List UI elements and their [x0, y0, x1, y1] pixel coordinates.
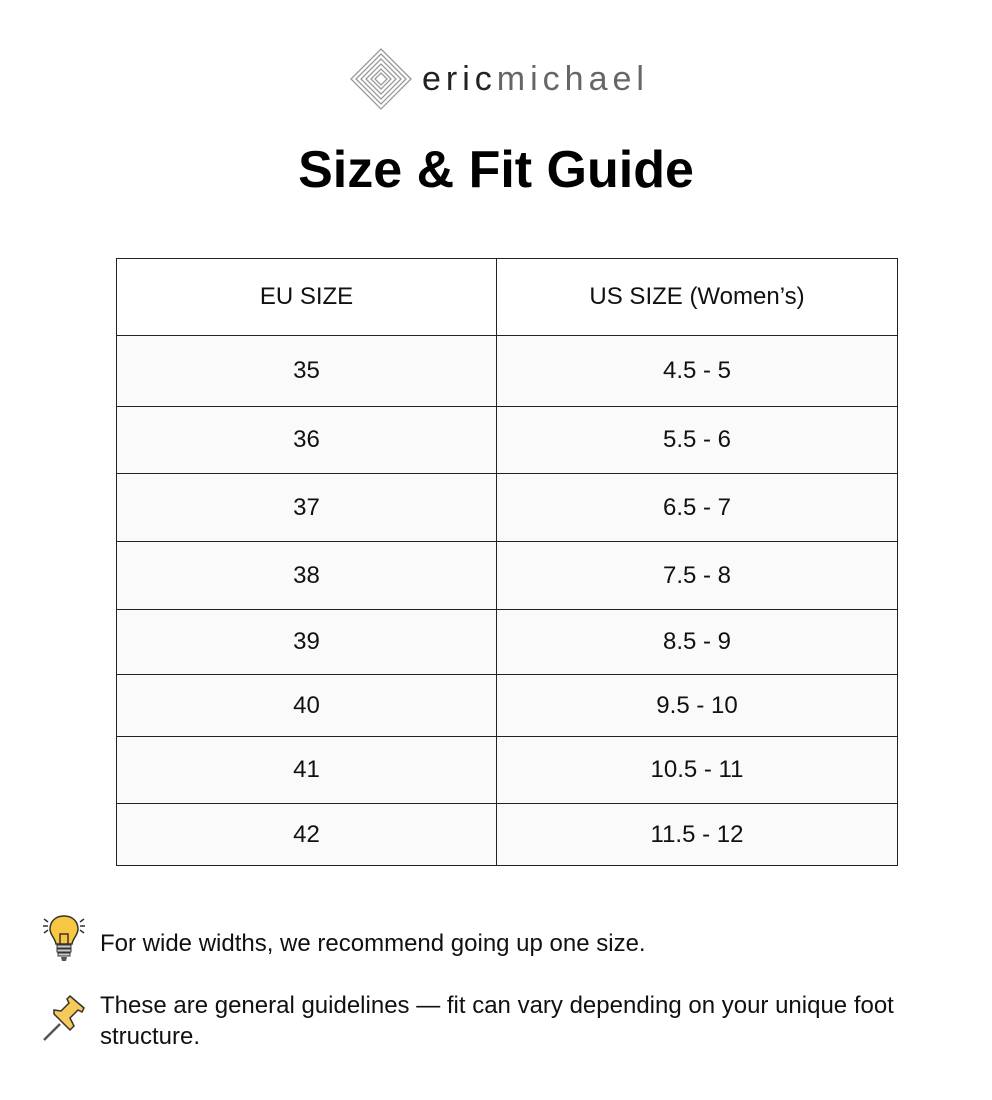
us-size-cell: 9.5 - 10 [496, 674, 898, 737]
us-size-cell: 7.5 - 8 [496, 541, 898, 610]
brand-name-light: michael [496, 59, 649, 98]
size-table: EU SIZE US SIZE (Women’s) 35 4.5 - 5 36 5.5… [116, 258, 898, 866]
us-size-cell: 4.5 - 5 [496, 335, 898, 407]
eu-size-cell: 40 [116, 674, 497, 737]
lightbulb-icon [43, 915, 85, 961]
note-wide-widths: For wide widths, we recommend going up o… [100, 930, 646, 957]
us-size-cell: 11.5 - 12 [496, 803, 898, 866]
diamond-logo-icon [350, 48, 412, 110]
us-size-cell: 6.5 - 7 [496, 473, 898, 542]
table-row: 36 5.5 - 6 [116, 406, 898, 474]
table-row: 39 8.5 - 9 [116, 609, 898, 675]
eu-size-cell: 38 [116, 541, 497, 610]
us-size-cell: 8.5 - 9 [496, 609, 898, 675]
table-row: 35 4.5 - 5 [116, 335, 898, 407]
table-row: 38 7.5 - 8 [116, 541, 898, 610]
brand-logo: ericmichael [350, 48, 649, 110]
us-size-cell: 5.5 - 6 [496, 406, 898, 474]
eu-size-cell: 39 [116, 609, 497, 675]
table-row: 40 9.5 - 10 [116, 674, 898, 737]
header-eu-size: EU SIZE [116, 258, 497, 336]
header-us-size: US SIZE (Women’s) [496, 258, 898, 336]
table-row: 37 6.5 - 7 [116, 473, 898, 542]
table-row: 41 10.5 - 11 [116, 736, 898, 804]
page-title: Size & Fit Guide [298, 141, 694, 199]
brand-name: ericmichael [422, 60, 649, 99]
eu-size-cell: 37 [116, 473, 497, 542]
table-row: 42 11.5 - 12 [116, 803, 898, 866]
eu-size-cell: 36 [116, 406, 497, 474]
note-general-guidelines: These are general guidelines — fit can v… [100, 992, 894, 1050]
us-size-cell: 10.5 - 11 [496, 736, 898, 804]
eu-size-cell: 35 [116, 335, 497, 407]
pushpin-icon [43, 994, 85, 1041]
brand-name-bold: eric [422, 59, 497, 98]
eu-size-cell: 41 [116, 736, 497, 804]
eu-size-cell: 42 [116, 803, 497, 866]
table-header-row: EU SIZE US SIZE (Women’s) [116, 258, 898, 336]
